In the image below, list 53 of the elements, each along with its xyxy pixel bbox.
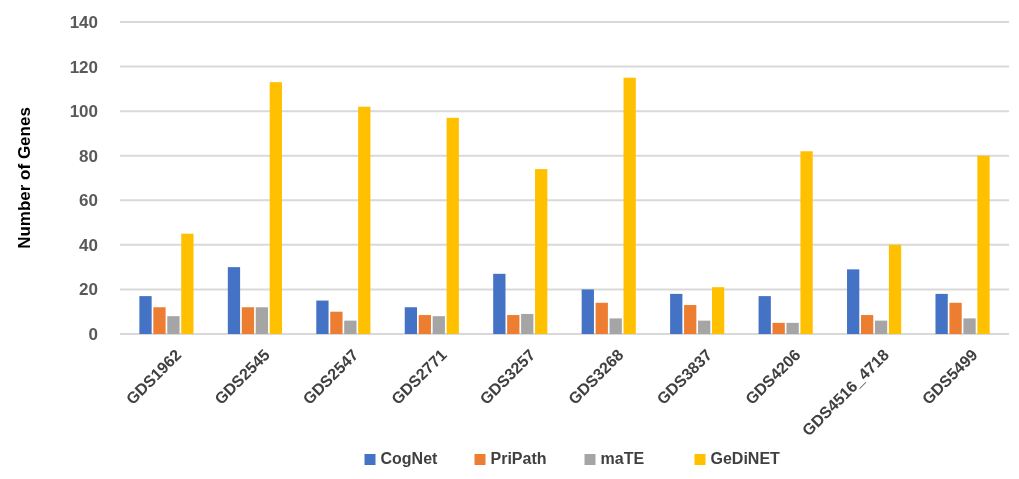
- bar: [758, 296, 771, 334]
- bar: [698, 320, 711, 334]
- bar: [623, 77, 636, 334]
- bar: [344, 320, 357, 334]
- bar: [181, 233, 194, 334]
- bar: [269, 82, 282, 334]
- bar: [847, 269, 860, 334]
- bar: [800, 151, 813, 334]
- y-tick-label: 140: [69, 12, 98, 32]
- y-tick-label: 100: [69, 102, 98, 122]
- bar: [949, 302, 962, 334]
- bar: [860, 315, 874, 334]
- bar: [316, 300, 329, 334]
- bar: [255, 307, 269, 334]
- y-tick-label: 80: [79, 146, 98, 166]
- bar: [493, 273, 506, 334]
- bar: [874, 320, 888, 334]
- bar: [241, 307, 255, 334]
- bar: [418, 315, 431, 334]
- bar: [227, 267, 241, 334]
- bar: [581, 289, 594, 334]
- y-axis-title: Number of Genes: [15, 107, 34, 249]
- bar: [670, 293, 683, 334]
- bar: [404, 307, 418, 334]
- legend-label: PriPath: [490, 450, 547, 467]
- bar: [711, 287, 725, 334]
- bar: [935, 293, 948, 334]
- bar: [153, 307, 166, 334]
- bar: [977, 155, 990, 334]
- y-tick-label: 40: [79, 235, 98, 255]
- bar: [521, 313, 534, 334]
- bar: [963, 318, 976, 334]
- y-tick-label: 0: [88, 324, 98, 344]
- bar: [684, 305, 697, 334]
- bar: [888, 244, 902, 334]
- bar: [507, 315, 520, 334]
- bar: [772, 322, 785, 334]
- bar: [358, 106, 371, 334]
- bar: [609, 318, 622, 334]
- y-tick-label: 60: [79, 191, 98, 211]
- legend-label: GeDiNET: [710, 450, 781, 467]
- bar: [330, 311, 343, 334]
- bar: [446, 117, 459, 334]
- legend-label: maTE: [600, 450, 645, 467]
- bar: [786, 322, 799, 334]
- legend-label: CogNet: [380, 450, 439, 467]
- y-tick-label: 20: [79, 280, 98, 300]
- y-tick-label: 120: [69, 57, 98, 77]
- bar: [167, 316, 180, 334]
- bar: [139, 296, 152, 334]
- bar: [595, 302, 608, 334]
- bar: [535, 169, 548, 334]
- bar: [432, 316, 445, 334]
